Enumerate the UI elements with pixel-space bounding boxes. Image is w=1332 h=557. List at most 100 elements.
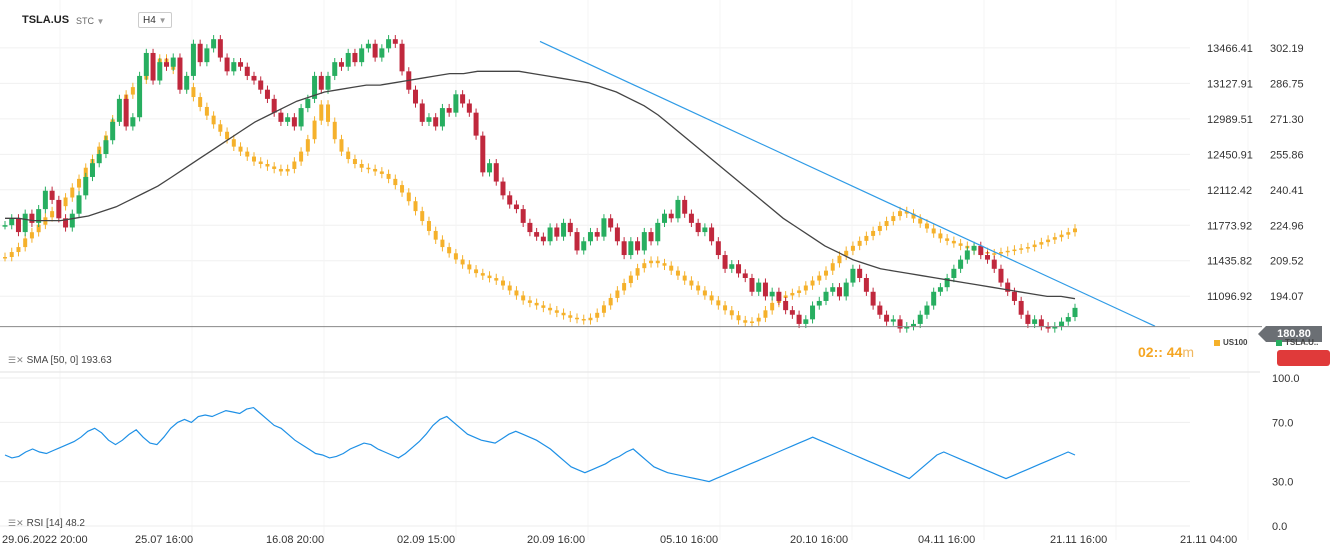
overlay-body [1012, 249, 1017, 252]
y-tick-right: 224.96 [1270, 220, 1304, 232]
legend-tsla[interactable]: TSLA.U.. [1276, 338, 1318, 347]
candle-body [110, 121, 116, 141]
overlay-body [541, 305, 546, 308]
candle-body [264, 89, 270, 99]
overlay-body [521, 295, 526, 301]
candle-body [998, 268, 1004, 283]
overlay-body [662, 263, 667, 266]
candle-body [1059, 321, 1065, 327]
overlay-body [904, 211, 909, 214]
overlay-body [278, 168, 283, 172]
candle-body [1052, 326, 1058, 329]
candle-body [722, 255, 728, 269]
overlay-body [426, 221, 431, 231]
candle-body [762, 282, 768, 297]
overlay-body [447, 247, 452, 254]
candle-body [238, 62, 244, 67]
candle-body [561, 222, 567, 237]
overlay-body [299, 151, 304, 162]
overlay-body [817, 275, 822, 281]
overlay-body [198, 97, 203, 107]
overlay-body [480, 273, 485, 276]
overlay-body [669, 265, 674, 271]
sma-line [5, 70, 1076, 300]
overlay-body [366, 167, 371, 170]
candle-body [527, 222, 533, 233]
candle-body [42, 190, 48, 210]
symbol-label[interactable]: TSLA.US [22, 14, 70, 26]
candle-body [103, 140, 109, 154]
overlay-body [339, 139, 344, 152]
candle-body [278, 112, 284, 122]
timeframe-select[interactable]: H4 ▼ [138, 12, 172, 28]
sell-button[interactable] [1277, 350, 1330, 366]
price-grid [0, 0, 1249, 540]
overlay-body [790, 292, 795, 296]
candle-body [392, 39, 398, 44]
overlay-body [958, 243, 963, 246]
legend-us100[interactable]: US100 [1214, 338, 1247, 347]
candle-body [251, 75, 257, 81]
candle-body [399, 43, 405, 72]
candle-body [386, 39, 392, 49]
instrument-tag: STC ▼ [76, 16, 105, 26]
y-tick-right: 286.75 [1270, 78, 1304, 90]
candle-body [884, 314, 890, 322]
y-tick-left: 12112.42 [1207, 185, 1252, 197]
sma-indicator-label[interactable]: ☰✕ SMA [50, 0] 193.63 [8, 355, 112, 366]
candle-body [372, 43, 378, 58]
overlay-body [716, 300, 721, 306]
x-tick-label: 04.11 16:00 [918, 534, 975, 546]
candle-body [621, 241, 627, 256]
candle-body [56, 199, 62, 219]
candle-body [567, 222, 573, 233]
candle-body [628, 241, 634, 256]
candle-body [76, 195, 82, 214]
overlay-body [803, 285, 808, 291]
overlay-body [460, 259, 465, 265]
overlay-body [225, 131, 230, 140]
trend-line[interactable] [539, 40, 1156, 327]
overlay-body [830, 263, 835, 271]
candle-body [89, 163, 95, 177]
rsi-y-tick: 30.0 [1272, 477, 1293, 489]
x-axis-ticks: 29.06.2022 20:00 25.07 16:00 16.08 20:00 02… [2, 534, 1237, 546]
overlay-body [332, 121, 337, 140]
candle-body [338, 62, 344, 67]
candle-body [123, 98, 129, 127]
overlay-body [305, 139, 310, 152]
candle-body [2, 225, 8, 227]
x-tick-label: 05.10 16:00 [660, 534, 718, 546]
overlay-body [1032, 244, 1037, 248]
overlay-body [723, 305, 728, 311]
overlay-body [211, 115, 216, 125]
overlay-body [70, 187, 75, 198]
candle-body [231, 62, 237, 72]
candle-body [944, 278, 950, 288]
candle-body [863, 278, 869, 292]
candle-body [460, 94, 466, 104]
candle-body [890, 319, 896, 322]
candle-body [83, 176, 89, 196]
candle-body [668, 213, 674, 219]
x-tick-label: 21.11 04:00 [1180, 534, 1237, 546]
overlay-body [924, 223, 929, 229]
overlay-body [588, 317, 593, 321]
overlay-body [864, 235, 869, 241]
overlay-body [575, 317, 580, 320]
candle-body [184, 75, 190, 90]
candle-body [224, 57, 230, 72]
overlay-body [9, 252, 14, 257]
overlay-body [743, 320, 748, 323]
rsi-indicator-label[interactable]: ☰✕ RSI [14] 48.2 [8, 518, 85, 529]
candle-body [446, 108, 452, 113]
candle-body [830, 287, 836, 292]
overlay-body [23, 238, 28, 248]
overlay-body [326, 104, 331, 122]
x-tick-label: 20.09 16:00 [527, 534, 585, 546]
candle-body [736, 264, 742, 274]
candle-body [318, 75, 324, 90]
tsla-candles [2, 35, 1078, 333]
overlay-body [500, 280, 505, 286]
